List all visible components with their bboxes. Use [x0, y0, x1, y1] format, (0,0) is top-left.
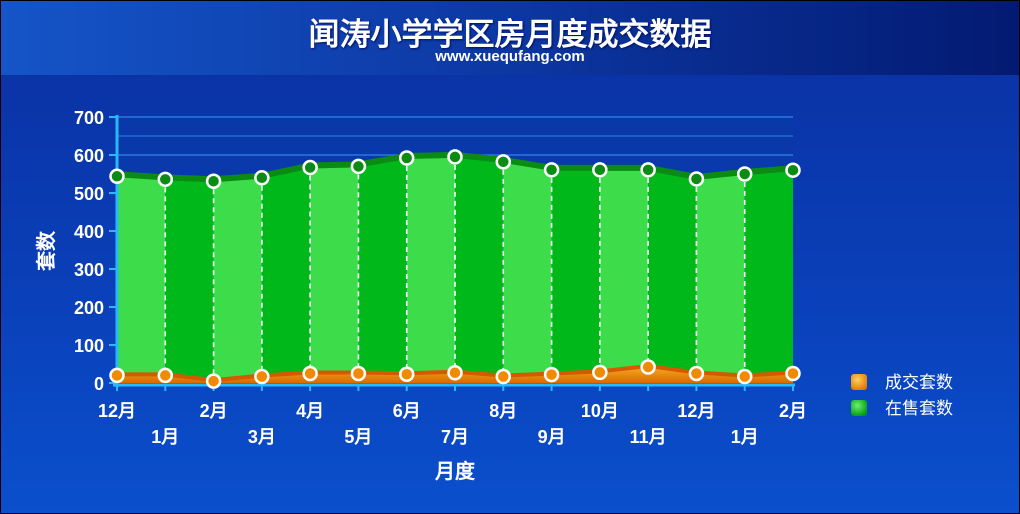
onsale-area-band	[261, 167, 311, 383]
x-tick-label: 11月	[630, 427, 667, 447]
sold-point	[543, 366, 560, 383]
onsale-area-band	[358, 158, 407, 383]
x-tick-label: 9月	[538, 427, 566, 447]
sold-point	[495, 368, 512, 385]
onsale-area-band	[551, 169, 600, 383]
data-markers	[109, 149, 801, 389]
onsale-area-band	[117, 176, 166, 383]
x-tick-label: 7月	[441, 427, 469, 447]
onsale-point	[785, 162, 801, 178]
onsale-area-band	[648, 169, 697, 383]
onsale-point	[398, 150, 415, 166]
sold-point	[398, 366, 415, 383]
sold-point	[736, 368, 753, 385]
x-tick-label: 2月	[200, 401, 228, 421]
x-tick-label: 4月	[296, 401, 324, 421]
y-tick-label: 400	[74, 222, 104, 242]
sold-point	[302, 365, 318, 382]
onsale-area-band	[213, 177, 262, 383]
onsale-point	[736, 166, 753, 182]
sold-point	[640, 359, 656, 375]
x-tick-label: 10月	[581, 401, 619, 421]
y-axis-title: 套数	[34, 230, 58, 271]
x-tick-label: 1月	[151, 427, 179, 447]
onsale-area-band	[744, 170, 793, 383]
legend-label-sold: 成交套数	[885, 373, 953, 393]
sold-point	[592, 364, 608, 381]
sold-point	[254, 368, 270, 385]
sold-point	[205, 373, 222, 389]
onsale-point	[688, 171, 705, 187]
y-tick-label: 600	[74, 146, 104, 166]
onsale-point	[205, 173, 222, 189]
axes: 0 100 200 300 400 500 600 700 12月 1月 2月 3月 4月 5月 6月 7月 8…	[34, 108, 807, 483]
y-tick-label: 100	[74, 336, 104, 356]
sold-point	[447, 364, 463, 381]
sold-point	[785, 365, 801, 382]
y-tick-label: 0	[94, 374, 104, 394]
y-tick-label: 700	[74, 108, 104, 128]
onsale-area-band	[696, 174, 745, 383]
onsale-point	[447, 149, 463, 165]
x-tick-label: 8月	[489, 401, 517, 421]
onsale-point	[592, 162, 608, 178]
legend-swatch-sold	[851, 374, 867, 390]
sold-point	[688, 365, 705, 382]
chart-subtitle: www.xuequfang.com	[435, 48, 585, 65]
legend-label-onsale: 在售套数	[885, 399, 953, 419]
onsale-area-band	[165, 179, 214, 383]
onsale-point	[640, 162, 656, 178]
x-tick-label: 1月	[731, 427, 759, 447]
chart-header: 闻涛小学学区房月度成交数据 www.xuequfang.com	[1, 1, 1019, 75]
onsale-point	[157, 171, 174, 188]
x-tick-label: 3月	[248, 427, 276, 447]
x-tick-label: 2月	[779, 401, 807, 421]
onsale-area-band	[455, 156, 504, 383]
onsale-point	[254, 170, 270, 186]
chart-title: 闻涛小学学区房月度成交数据	[308, 17, 712, 53]
sold-point	[157, 367, 174, 384]
onsale-area-band	[503, 161, 552, 383]
onsale-point	[350, 158, 367, 175]
onsale-point	[109, 168, 125, 185]
x-tick-label: 12月	[677, 401, 715, 421]
y-tick-label: 500	[74, 184, 104, 204]
onsale-area-band	[310, 166, 359, 383]
y-tick-label: 200	[74, 298, 104, 318]
x-tick-label: 6月	[393, 401, 421, 421]
legend-swatch-onsale	[851, 400, 867, 416]
sold-point	[109, 367, 125, 384]
onsale-point	[543, 162, 560, 178]
y-tick-label: 300	[74, 260, 104, 280]
onsale-point	[302, 159, 318, 176]
onsale-area-band	[406, 156, 455, 383]
x-tick-label: 5月	[344, 427, 372, 447]
x-axis-title: 月度	[434, 459, 476, 483]
onsale-point	[495, 154, 512, 170]
x-tick-label: 12月	[98, 401, 136, 421]
sold-point	[350, 365, 367, 382]
onsale-area-band	[599, 169, 649, 383]
